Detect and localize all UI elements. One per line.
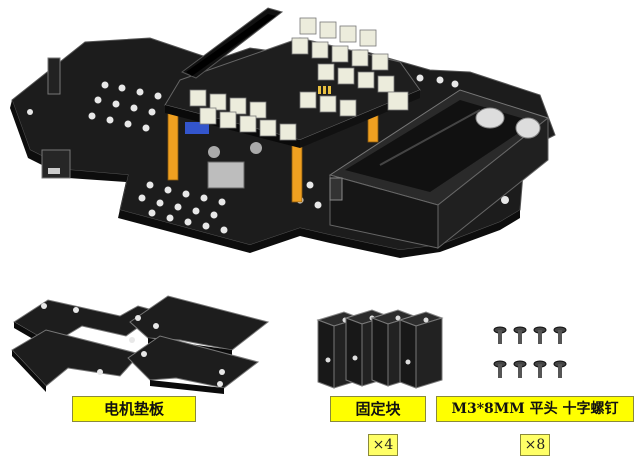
screws	[493, 326, 567, 378]
chassis-holes	[27, 74, 509, 234]
robot-chassis-assembly	[10, 7, 556, 258]
white-connectors	[189, 17, 409, 141]
motor-pad-label: 电机垫板	[72, 396, 196, 422]
fixing-blocks	[316, 309, 444, 389]
fixing-block-quantity: ×4	[368, 434, 398, 456]
left-motor-bracket	[47, 57, 61, 95]
screw-quantity: ×8	[520, 434, 550, 456]
screw-label: M3*8MM 平头 十字螺钉	[436, 396, 634, 422]
standoffs	[167, 99, 379, 203]
fixing-block-label: 固定块	[330, 396, 426, 422]
battery-holder	[328, 89, 550, 250]
motor-pads	[11, 295, 270, 394]
